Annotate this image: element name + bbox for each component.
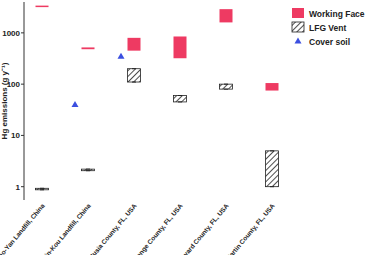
point — [72, 101, 79, 107]
lfg-range — [128, 69, 141, 82]
range-cap — [178, 101, 182, 102]
lfg-range — [266, 151, 279, 187]
legend-label: LFG Vent — [309, 23, 346, 33]
range-cap — [224, 84, 228, 85]
range-bar — [82, 47, 95, 49]
range-cap — [224, 89, 228, 90]
range-cap — [132, 82, 136, 83]
range-bar — [174, 36, 187, 58]
y-tick-label: 10 — [11, 131, 20, 140]
lfg-range — [174, 96, 187, 102]
legend-swatch — [292, 8, 304, 18]
range-cap — [270, 186, 274, 187]
range-cap — [178, 95, 182, 96]
lfg-range — [36, 188, 49, 190]
range-cap — [86, 170, 90, 171]
lfg-range — [82, 169, 95, 171]
range-cap — [270, 150, 274, 151]
y-axis — [24, 2, 25, 200]
y-axis-label: Hg emissions (g y⁻¹) — [0, 62, 9, 139]
range-cap — [132, 68, 136, 69]
legend-label: Cover soil — [309, 37, 350, 47]
y-tick-label: 1 — [16, 183, 21, 192]
x-tick-label: Orange County, FL, USA — [130, 202, 185, 255]
range-cap — [40, 188, 44, 189]
y-tick — [21, 32, 24, 33]
range-bar — [36, 6, 49, 8]
point — [118, 53, 125, 59]
legend-label: Working Face — [309, 9, 365, 19]
x-tick-label: Jin-Kou Landfill, China — [41, 202, 93, 255]
range-bar — [128, 38, 141, 51]
x-tick-label: Brevard County, FL, USA — [175, 202, 231, 255]
legend-swatch — [292, 22, 304, 32]
range-bar — [220, 9, 233, 22]
x-tick-label: Gao-Yan Landfill, China — [0, 202, 47, 255]
y-tick — [21, 135, 24, 136]
y-tick — [21, 186, 24, 187]
y-tick — [21, 84, 24, 85]
y-tick-label: 1000 — [2, 29, 20, 38]
lfg-range — [220, 84, 233, 89]
range-bar — [266, 83, 279, 90]
range-cap — [40, 189, 44, 190]
marks — [36, 6, 279, 190]
x-tick-label: Volusia County, FL, USA — [84, 202, 139, 255]
range-cap — [86, 169, 90, 170]
x-tick-label: Martin County, FL, USA — [224, 202, 277, 255]
legend-swatch — [295, 38, 302, 44]
